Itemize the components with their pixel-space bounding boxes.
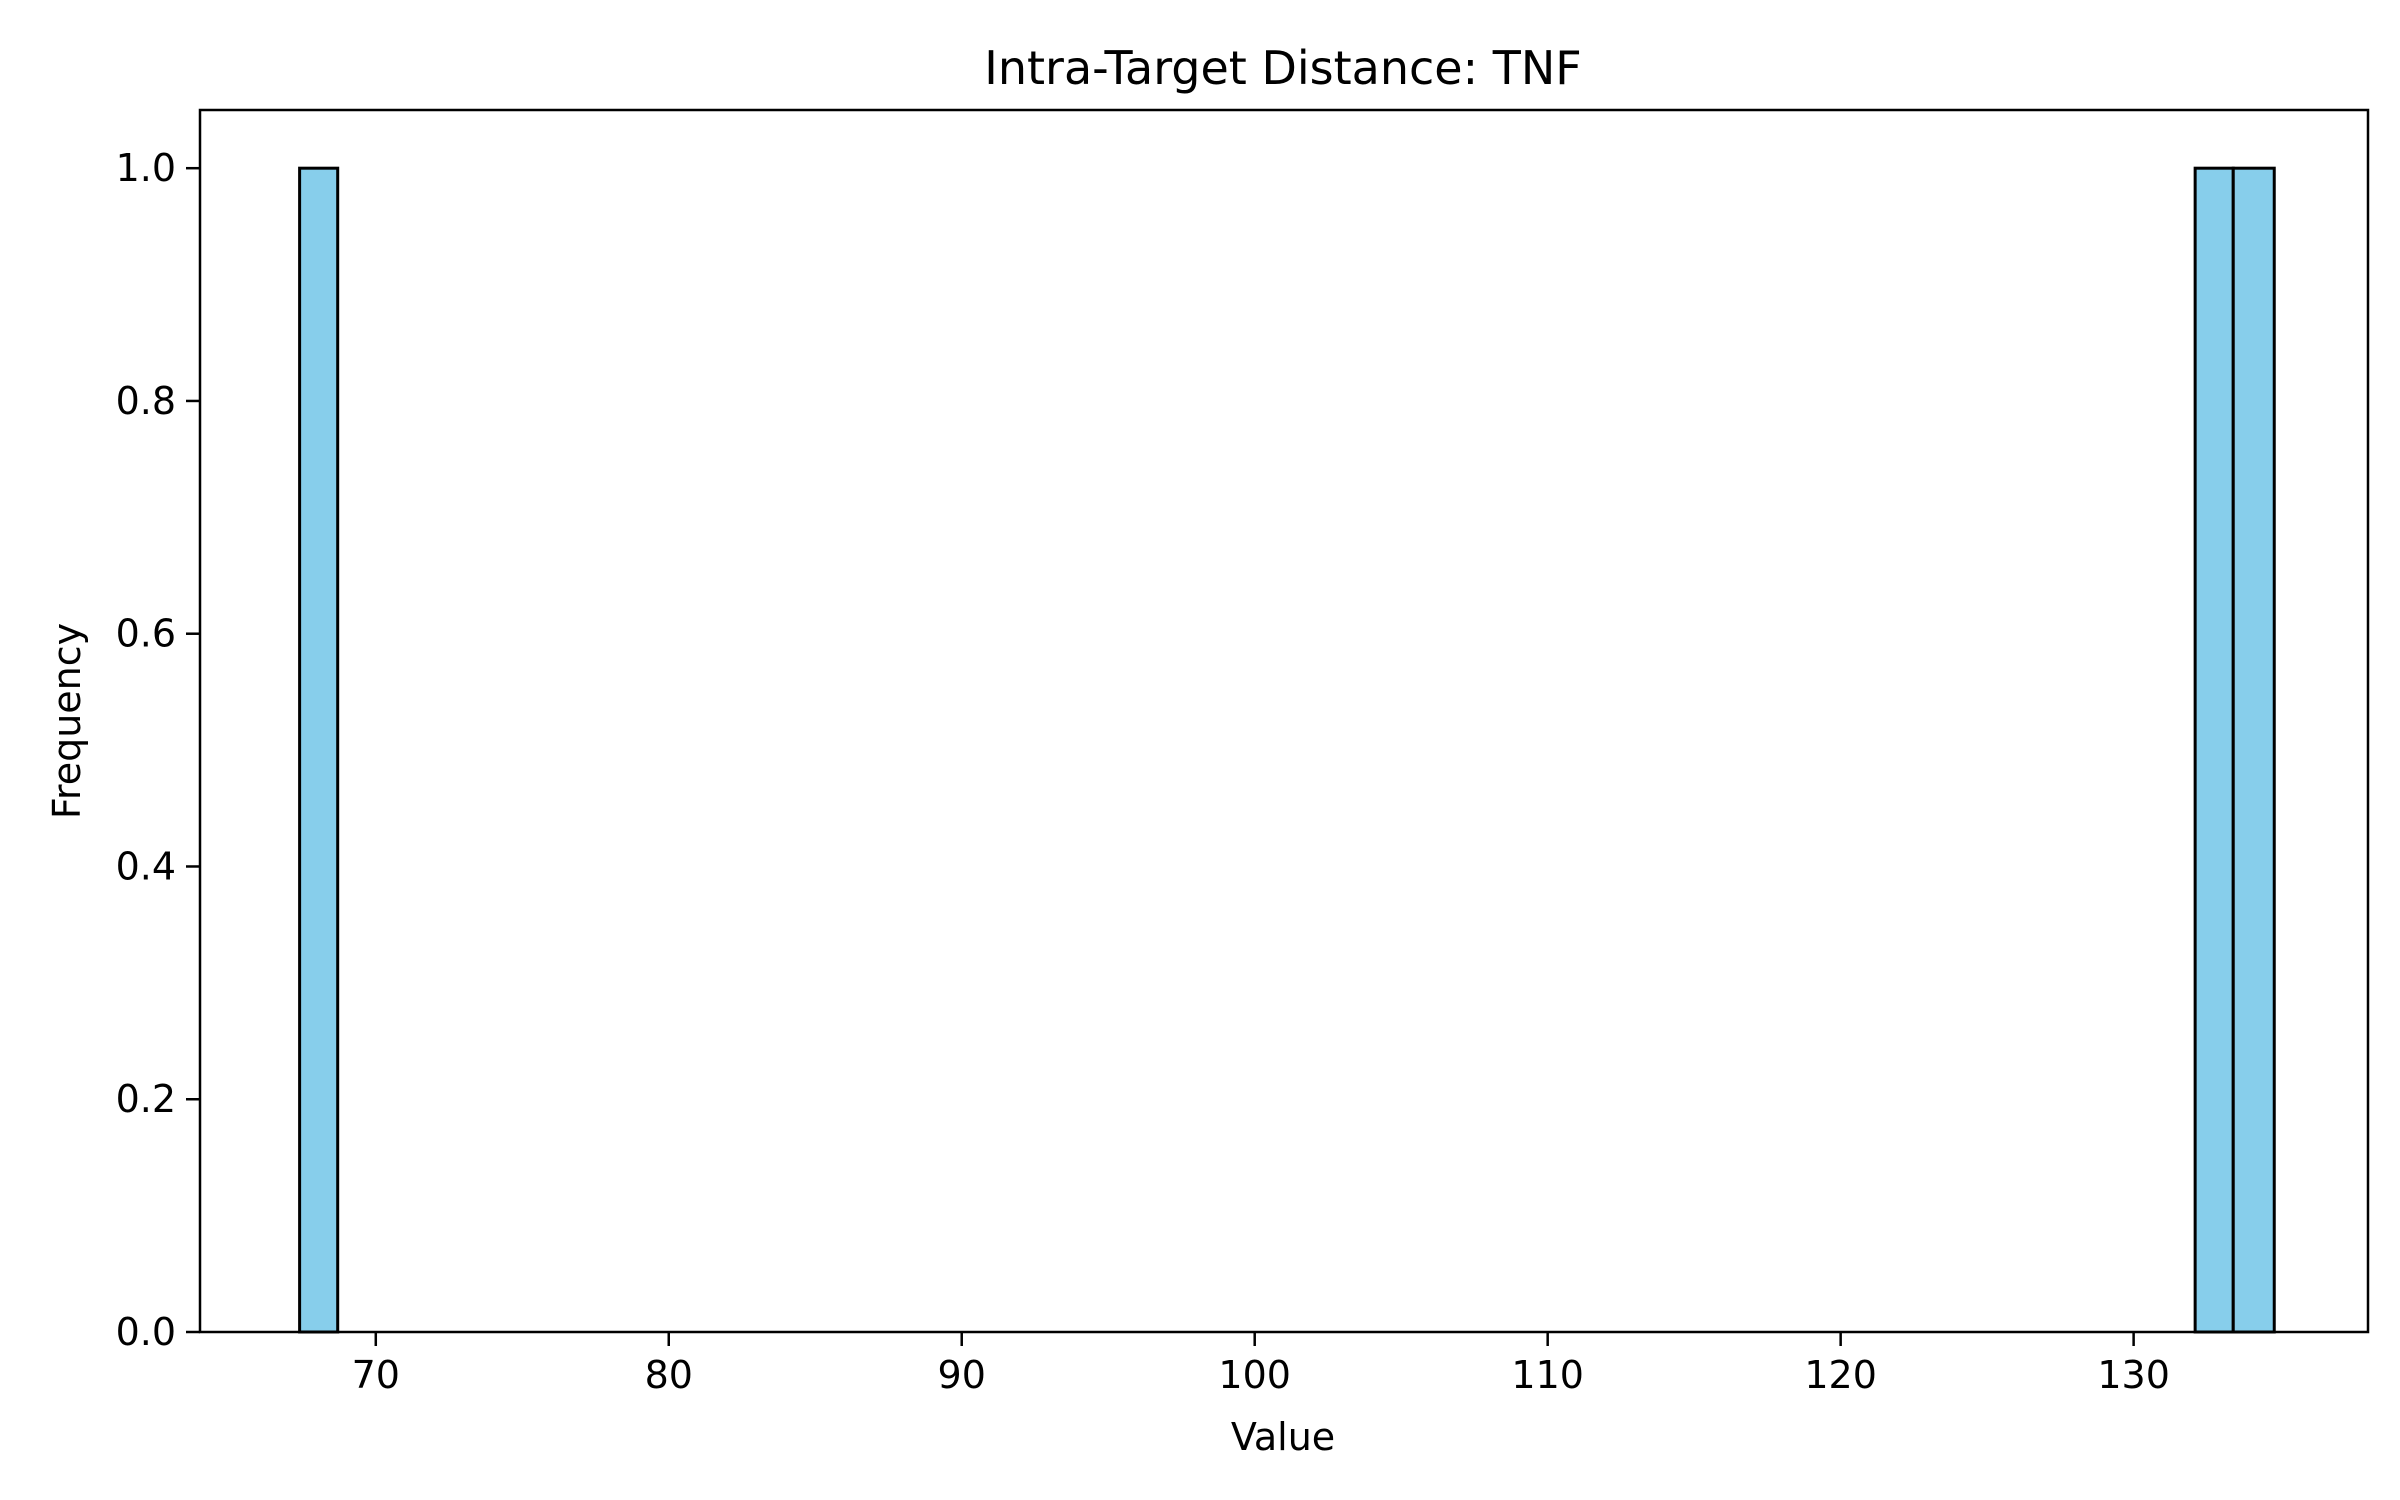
y-tick-label: 0.4 — [116, 844, 176, 888]
y-tick-label: 0.2 — [116, 1077, 176, 1121]
x-axis-label: Value — [1231, 1415, 1335, 1459]
x-tick-label: 120 — [1804, 1353, 1877, 1397]
x-tick-label: 110 — [1511, 1353, 1584, 1397]
y-axis-ticks: 0.0 0.2 0.4 0.6 0.8 1.0 — [116, 146, 200, 1354]
plot-frame — [198, 108, 2370, 1334]
y-tick-label: 0.0 — [116, 1310, 176, 1354]
x-axis-ticks: 70 80 90 100 110 120 130 — [352, 1332, 2170, 1397]
y-tick-label: 0.6 — [116, 612, 176, 656]
histogram-bars — [298, 166, 2276, 1334]
histogram-bar — [2231, 166, 2276, 1334]
x-tick-label: 70 — [352, 1353, 400, 1397]
histogram-bar — [298, 166, 340, 1334]
x-tick-label: 100 — [1218, 1353, 1291, 1397]
x-tick-label: 130 — [2097, 1353, 2170, 1397]
x-tick-label: 80 — [645, 1353, 693, 1397]
chart-title: Intra-Target Distance: TNF — [984, 41, 1581, 95]
x-tick-label: 90 — [938, 1353, 986, 1397]
y-axis-label: Frequency — [45, 623, 89, 819]
histogram-bar — [2193, 166, 2235, 1334]
y-tick-label: 1.0 — [116, 146, 176, 190]
y-tick-label: 0.8 — [116, 379, 176, 423]
